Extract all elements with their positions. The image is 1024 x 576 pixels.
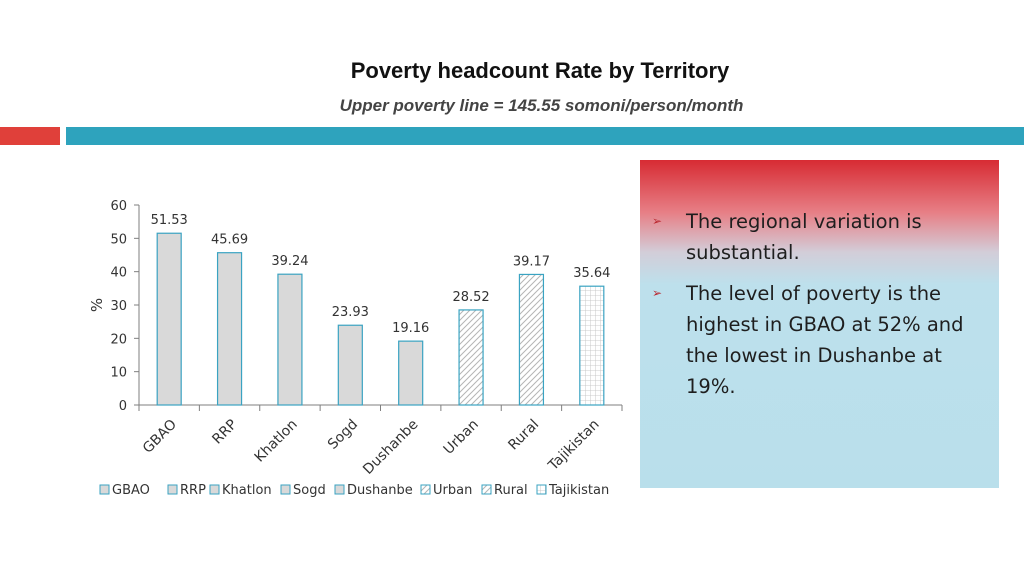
legend-label: Dushanbe <box>347 483 413 498</box>
x-category-label: GBAO <box>140 417 180 457</box>
poverty-bar-chart: 0 10 20 30 40 50 60% 51.53 GBAO 45.69 RRP 39.24 Khat… <box>88 199 623 498</box>
x-category-label: Sogd <box>325 417 361 453</box>
y-tick-label: 0 <box>119 399 127 414</box>
legend-swatch <box>481 484 492 495</box>
summary-panel <box>640 160 999 488</box>
bar-value-label: 28.52 <box>452 290 489 305</box>
x-category-label: Rural <box>505 417 542 454</box>
summary-bullet-text: The regional variation is substantial. <box>686 210 922 264</box>
bar-gbao <box>156 232 182 406</box>
bar-value-label: 51.53 <box>151 213 188 228</box>
legend-swatch <box>536 484 547 495</box>
legend-swatch <box>167 484 178 495</box>
bar-rural <box>518 273 545 406</box>
y-tick-label: 60 <box>110 199 127 214</box>
legend-label: GBAO <box>112 483 150 498</box>
accent-band-red <box>0 127 60 145</box>
bar-value-label: 19.16 <box>392 321 429 336</box>
legend-swatch <box>209 484 220 495</box>
bar-dushanbe <box>398 340 424 406</box>
legend-swatch <box>280 484 291 495</box>
y-tick-label: 20 <box>110 332 127 347</box>
bar-khatlon <box>277 273 303 406</box>
x-category-label: Urban <box>441 417 482 458</box>
legend-swatch <box>99 484 110 495</box>
y-tick-label: 40 <box>110 266 127 281</box>
slide-title: Poverty headcount Rate by Territory <box>350 58 730 83</box>
summary-bullet-list: ➢ The regional variation is substantial. ➢… <box>646 206 996 412</box>
arrowhead-bullet-icon: ➢ <box>652 286 663 300</box>
y-tick-label: 30 <box>110 299 127 314</box>
legend-label: Urban <box>433 483 472 498</box>
bar-tajikistan <box>579 285 605 406</box>
x-category-label: RRP <box>209 417 240 448</box>
accent-band-teal <box>66 127 1024 145</box>
bar-value-label: 39.24 <box>271 254 308 269</box>
bar-sogd <box>337 324 363 406</box>
bar-value-label: 23.93 <box>332 305 369 320</box>
legend-label: Tajikistan <box>548 483 609 498</box>
bar-value-label: 45.69 <box>211 233 248 248</box>
bar-urban <box>458 309 484 406</box>
legend-label: Rural <box>494 483 528 498</box>
arrowhead-bullet-icon: ➢ <box>652 214 663 228</box>
bar-value-label: 35.64 <box>573 266 610 281</box>
y-tick-label: 50 <box>110 232 127 247</box>
bar-value-label: 39.17 <box>513 254 550 269</box>
x-category-label: Tajikistan <box>545 417 603 475</box>
y-tick-label: 10 <box>110 366 127 381</box>
x-category-label: Khatlon <box>252 417 301 466</box>
bar-rrp <box>216 252 243 406</box>
legend-label: RRP <box>180 483 206 498</box>
x-category-label: Dushanbe <box>360 417 421 478</box>
legend-label: Sogd <box>293 483 326 498</box>
legend-swatch <box>334 484 345 495</box>
legend-label: Khatlon <box>222 483 272 498</box>
slide-subtitle: Upper poverty line = 145.55 somoni/perso… <box>339 96 744 115</box>
summary-bullet: ➢ The level of poverty is the highest in … <box>646 278 996 402</box>
summary-bullet-text: The level of poverty is the highest in G… <box>686 282 964 398</box>
legend-swatch <box>420 484 431 495</box>
summary-bullet: ➢ The regional variation is substantial. <box>646 206 996 268</box>
y-axis-title: % <box>88 298 106 312</box>
